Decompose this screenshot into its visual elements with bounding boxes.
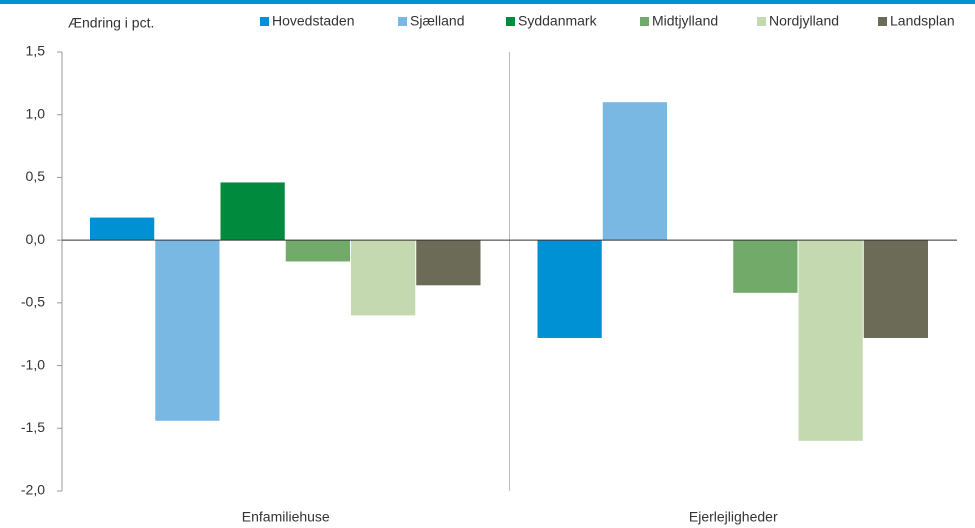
bar (863, 240, 928, 338)
top-rule (0, 0, 975, 4)
bar (798, 240, 863, 441)
y-tick-label: -2,0 (21, 482, 45, 498)
legend-label: Syddanmark (518, 13, 598, 29)
y-tick-label: 1,5 (26, 43, 46, 59)
legend-swatch (878, 17, 887, 26)
legend-swatch (398, 17, 407, 26)
legend-label: Nordjylland (769, 13, 839, 29)
y-tick-label: 1,0 (26, 105, 46, 121)
bar (351, 240, 416, 316)
bar (733, 240, 798, 293)
legend-label: Hovedstaden (272, 13, 355, 29)
legend-swatch (260, 17, 269, 26)
y-tick-label: 0,0 (26, 231, 46, 247)
bar (285, 240, 350, 262)
legend-label: Landsplan (890, 13, 955, 29)
x-tick-label: Enfamiliehuse (242, 509, 330, 525)
bar (602, 102, 667, 241)
y-tick-label: -1,5 (21, 419, 45, 435)
y-tick-label: 0,5 (26, 168, 46, 184)
y-axis-label: Ændring i pct. (68, 15, 154, 31)
legend-swatch (757, 17, 766, 26)
y-tick-label: -0,5 (21, 294, 45, 310)
bar (90, 217, 155, 241)
x-tick-label: Ejerlejligheder (689, 509, 778, 525)
bar (155, 240, 220, 421)
legend-label: Midtjylland (652, 13, 718, 29)
legend-swatch (506, 17, 515, 26)
legend-swatch (640, 17, 649, 26)
legend-label: Sjælland (410, 13, 464, 29)
bar (220, 182, 285, 241)
bar (537, 240, 602, 338)
y-tick-label: -1,0 (21, 356, 45, 372)
bar (416, 240, 481, 286)
